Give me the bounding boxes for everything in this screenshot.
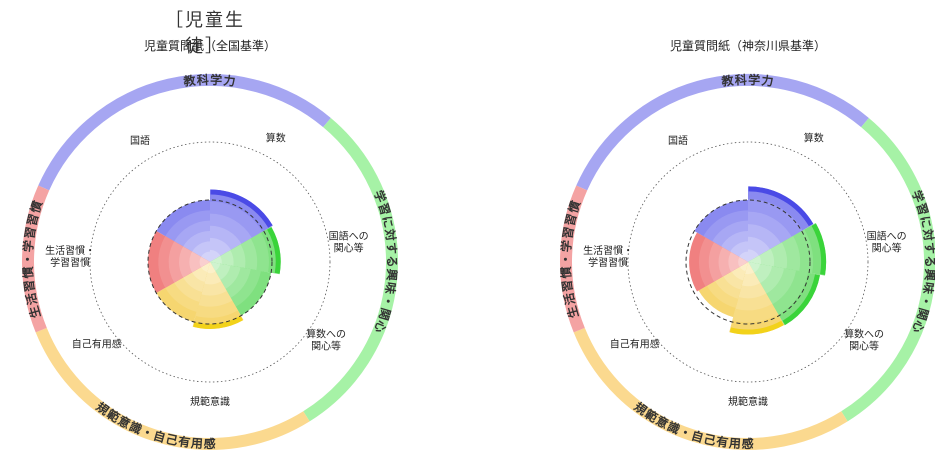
wedge-2-band-1: [748, 249, 759, 262]
wedge-5-edge: [729, 320, 784, 335]
wedge-5-band-1: [744, 262, 755, 275]
wedge-5-band-1: [207, 262, 216, 274]
reference-circle: [685, 199, 811, 325]
ring-label: 生活習慣・学習習慣: [558, 198, 583, 320]
ring-segment-4: [22, 185, 50, 333]
ring-segment-1: [38, 74, 331, 191]
ring-segment-3: [35, 327, 310, 450]
guide-circle: [627, 141, 869, 383]
category-label: 算数への関心等: [306, 327, 346, 352]
wedge-7-band-1: [738, 257, 748, 267]
page-title: ［児童生徒］: [165, 10, 245, 57]
chart-title: 児童質問紙（神奈川県基準）: [670, 38, 826, 53]
category-label: 国語への関心等: [867, 230, 907, 255]
category-label: 算数: [266, 131, 286, 144]
category-label: 算数への関心等: [844, 327, 884, 352]
wedge-6-band-1: [201, 262, 210, 272]
wedge-4-edge: [782, 274, 820, 326]
ring-segment-1: [576, 74, 869, 191]
category-label: 生活習慣・学習習慣: [45, 244, 95, 269]
wedge-3-band-1: [210, 256, 222, 265]
category-label: 国語: [130, 134, 150, 147]
ring-segment-4: [560, 185, 588, 333]
wedge-2-edge: [210, 189, 273, 228]
category-label: 規範意識: [190, 395, 230, 408]
ring-label: 教科学力: [182, 72, 238, 89]
wedge-4-band-1: [748, 262, 761, 273]
wedge-7-band-2: [189, 251, 210, 273]
wedge-7-band-2: [728, 252, 748, 272]
category-label: 生活習慣・学習習慣: [583, 244, 633, 269]
ring-label: 生活習慣・学習習慣: [20, 198, 45, 320]
chart-panel-1: 児童質問紙（全国基準）教科学力学習に対する興味・関心規範意識・自己有用感生活習慣…: [20, 38, 400, 451]
wedge-1-band-1: [739, 251, 748, 262]
wedge-3-edge: [267, 227, 281, 274]
wedge-5-band-2: [741, 262, 761, 287]
wedge-3-edge: [811, 223, 827, 275]
chart-panel-2: 児童質問紙（神奈川県基準）教科学力学習に対する興味・関心規範意識・自己有用感生活…: [558, 38, 935, 451]
ring-segment-2: [841, 117, 935, 422]
wedge-4-band-1: [210, 262, 221, 271]
ring-label: 学習に対する興味・関心: [371, 188, 400, 336]
ring-label: 学習に対する興味・関心: [909, 188, 935, 336]
ring-segment-3: [573, 327, 848, 450]
wedge-6-band-1: [739, 262, 748, 272]
category-label: 算数: [804, 131, 824, 144]
ring-label: 教科学力: [720, 72, 776, 89]
wedge-1-band-1: [201, 251, 210, 262]
category-label: 自己有用感: [610, 337, 660, 350]
ring-segment-2: [303, 117, 398, 422]
wedge-7-band-1: [199, 256, 210, 268]
reference-circle: [147, 199, 273, 325]
wedge-3-band-1: [748, 255, 762, 265]
guide-circle: [89, 141, 331, 383]
chart-title: 児童質問紙（全国基準）: [144, 38, 276, 53]
category-label: 国語への関心等: [329, 230, 369, 255]
category-label: 国語: [668, 134, 688, 147]
wedge-5-edge: [193, 315, 243, 329]
wedge-2-band-1: [210, 249, 221, 262]
wedge-2-edge: [748, 186, 814, 227]
wedge-5-band-2: [204, 262, 222, 285]
category-label: 自己有用感: [72, 337, 122, 350]
category-label: 規範意識: [728, 395, 768, 408]
